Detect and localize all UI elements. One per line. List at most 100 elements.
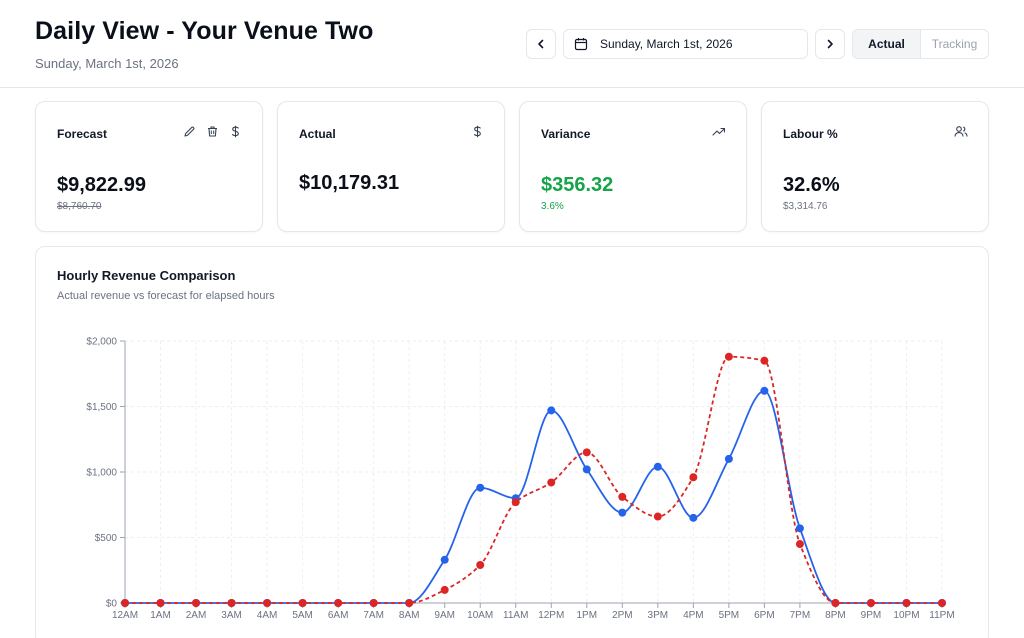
y-tick-label: $1,500 — [86, 402, 117, 413]
tab-actual[interactable]: Actual — [853, 30, 921, 58]
variance-card: Variance $356.32 3.6% — [519, 101, 747, 232]
x-tick-label: 10AM — [467, 610, 493, 621]
actual-data-point — [795, 524, 804, 533]
forecast-data-point — [476, 561, 485, 570]
labour-cost: $3,314.76 — [783, 201, 828, 212]
forecast-data-point — [511, 498, 520, 507]
forecast-data-point — [795, 540, 804, 549]
forecast-data-point — [369, 599, 378, 607]
variance-percent: 3.6% — [541, 201, 564, 212]
hourly-revenue-chart: $0 $500 $1,000 $1,500 $2,000 12AM 1AM 2AM 3AM 4AM… — [86, 337, 954, 622]
tab-tracking[interactable]: Tracking — [931, 37, 978, 51]
view-toggle: Actual Tracking — [852, 29, 989, 59]
forecast-value: $9,822.99 — [57, 174, 146, 196]
x-tick-label: 2AM — [186, 610, 207, 621]
y-tick-label: $500 — [95, 533, 118, 544]
x-tick-label: 3AM — [221, 610, 242, 621]
hourly-revenue-chart-card: $0 $500 $1,000 $1,500 $2,000 12AM 1AM 2AM 3AM 4AM… — [35, 246, 989, 638]
page-header: Daily View - Your Venue Two Sunday, Marc… — [0, 0, 1024, 88]
y-tick-label: $0 — [106, 599, 118, 610]
y-tick-label: $1,000 — [86, 468, 117, 479]
chart-subtitle: Actual revenue vs forecast for elapsed h… — [57, 290, 275, 302]
forecast-data-point — [227, 599, 236, 607]
forecast-data-point — [121, 599, 129, 607]
forecast-data-point — [618, 492, 627, 501]
x-tick-label: 3PM — [648, 610, 669, 621]
trash-icon[interactable] — [206, 125, 219, 138]
x-tick-label: 8AM — [399, 610, 420, 621]
x-tick-label: 1AM — [150, 610, 171, 621]
forecast-data-point — [263, 599, 272, 607]
forecast-data-point — [192, 599, 201, 607]
calendar-icon — [574, 38, 588, 51]
x-tick-label: 1PM — [577, 610, 598, 621]
variance-value: $356.32 — [541, 174, 614, 196]
forecast-original-value: $8,760.70 — [57, 201, 102, 212]
actual-data-point — [618, 508, 627, 517]
actual-data-point — [760, 386, 769, 395]
actual-data-point — [653, 462, 662, 471]
forecast-card: Forecast $9,822.99 $8,760.70 — [35, 101, 263, 232]
x-tick-label: 4PM — [683, 610, 704, 621]
next-day-button[interactable] — [815, 29, 845, 59]
x-tick-label: 12AM — [112, 610, 138, 621]
labour-card: Labour % 32.6% $3,314.76 — [761, 101, 989, 232]
actual-series-line — [125, 389, 942, 604]
forecast-data-point — [440, 585, 449, 594]
variance-card-title: Variance — [541, 127, 591, 141]
x-tick-label: 7PM — [790, 610, 811, 621]
forecast-data-point — [298, 599, 307, 607]
forecast-data-point — [866, 599, 875, 607]
page-subtitle: Sunday, March 1st, 2026 — [35, 56, 179, 71]
x-tick-label: 10PM — [893, 610, 919, 621]
chevron-right-icon — [827, 39, 833, 49]
forecast-data-point — [724, 352, 733, 361]
x-tick-label: 11AM — [503, 610, 528, 621]
x-tick-label: 7AM — [363, 610, 384, 621]
chevron-left-icon — [538, 39, 544, 49]
forecast-data-point — [582, 448, 591, 457]
actual-data-point — [582, 465, 591, 474]
x-tick-label: 11PM — [929, 610, 954, 621]
pencil-icon[interactable] — [183, 125, 196, 138]
actual-data-point — [689, 513, 698, 522]
forecast-data-point — [334, 599, 343, 607]
x-tick-label: 12PM — [538, 610, 564, 621]
actual-data-point — [440, 555, 449, 564]
previous-day-button[interactable] — [526, 29, 556, 59]
date-picker-button[interactable]: Sunday, March 1st, 2026 — [563, 29, 808, 59]
x-tick-label: 2PM — [612, 610, 633, 621]
forecast-data-point — [405, 599, 414, 607]
forecast-data-point — [156, 599, 165, 607]
labour-value: 32.6% — [783, 174, 840, 196]
x-tick-label: 9PM — [861, 610, 882, 621]
forecast-data-point — [902, 599, 911, 607]
forecast-data-point — [653, 512, 662, 521]
x-tick-label: 4AM — [257, 610, 278, 621]
forecast-series-line — [125, 355, 942, 604]
dollar-icon — [232, 125, 239, 138]
trending-up-icon — [712, 127, 726, 136]
y-tick-label: $2,000 — [86, 337, 117, 348]
actual-card: Actual $10,179.31 — [277, 101, 505, 232]
forecast-data-point — [689, 473, 698, 482]
forecast-data-point — [831, 599, 840, 607]
actual-data-point — [547, 406, 556, 415]
forecast-card-title: Forecast — [57, 127, 108, 141]
x-tick-label: 6AM — [328, 610, 349, 621]
dollar-icon — [474, 125, 481, 138]
forecast-data-point — [760, 356, 769, 365]
x-tick-label: 5PM — [719, 610, 740, 621]
page-title: Daily View - Your Venue Two — [35, 17, 374, 45]
forecast-data-point — [547, 478, 556, 487]
actual-data-point — [724, 454, 733, 463]
users-icon — [954, 126, 968, 137]
labour-card-title: Labour % — [783, 127, 838, 141]
forecast-data-point — [938, 599, 946, 607]
actual-value: $10,179.31 — [299, 172, 400, 194]
actual-data-point — [476, 483, 485, 492]
date-picker-value: Sunday, March 1st, 2026 — [600, 37, 733, 51]
actual-card-title: Actual — [299, 127, 336, 141]
x-tick-label: 8PM — [825, 610, 846, 621]
chart-title: Hourly Revenue Comparison — [57, 268, 236, 283]
